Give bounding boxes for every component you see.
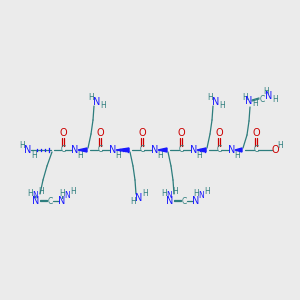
Text: O: O <box>96 128 104 138</box>
Text: H: H <box>157 152 163 160</box>
Text: H: H <box>70 188 76 196</box>
Polygon shape <box>197 148 206 152</box>
Text: N: N <box>32 196 40 206</box>
Text: H: H <box>31 152 37 160</box>
Text: H: H <box>272 94 278 103</box>
Text: H: H <box>77 152 83 160</box>
Text: N: N <box>192 196 200 206</box>
Text: N: N <box>24 145 32 155</box>
Text: N: N <box>166 190 172 200</box>
Text: N: N <box>265 91 273 101</box>
Text: H: H <box>19 142 25 151</box>
Text: H: H <box>242 94 248 103</box>
Text: H: H <box>142 190 148 199</box>
Text: H: H <box>196 152 202 160</box>
Text: N: N <box>71 145 79 155</box>
Text: H: H <box>207 94 213 103</box>
Text: H: H <box>161 188 167 197</box>
Text: O: O <box>59 128 67 138</box>
Text: H: H <box>130 197 136 206</box>
Text: H: H <box>219 101 225 110</box>
Text: H: H <box>100 101 106 110</box>
Text: N: N <box>109 145 117 155</box>
Text: H: H <box>263 88 269 97</box>
Text: N: N <box>64 190 70 200</box>
Text: H: H <box>204 188 210 196</box>
Polygon shape <box>235 148 242 152</box>
Text: N: N <box>58 196 66 206</box>
Text: H: H <box>172 188 178 196</box>
Text: N: N <box>135 193 143 203</box>
Text: N: N <box>151 145 159 155</box>
Text: N: N <box>93 97 101 107</box>
Text: N: N <box>198 190 204 200</box>
Text: H: H <box>59 188 65 197</box>
Polygon shape <box>158 148 167 152</box>
Text: C: C <box>216 146 222 154</box>
Text: H: H <box>88 94 94 103</box>
Text: O: O <box>177 128 185 138</box>
Text: C: C <box>140 146 145 154</box>
Polygon shape <box>78 148 87 152</box>
Text: O: O <box>138 128 146 138</box>
Text: H: H <box>27 188 33 197</box>
Text: O: O <box>271 145 279 155</box>
Text: H: H <box>193 188 199 197</box>
Text: N: N <box>166 196 174 206</box>
Text: C: C <box>60 146 66 154</box>
Text: H: H <box>277 140 283 149</box>
Text: N: N <box>32 190 38 200</box>
Text: N: N <box>228 145 236 155</box>
Text: C: C <box>254 146 259 154</box>
Text: H: H <box>115 152 121 160</box>
Text: C: C <box>98 146 103 154</box>
Text: H: H <box>234 152 240 160</box>
Text: H: H <box>252 98 258 107</box>
Text: C: C <box>47 196 52 206</box>
Text: C: C <box>178 146 184 154</box>
Text: O: O <box>252 128 260 138</box>
Text: C: C <box>260 94 265 103</box>
Text: H: H <box>38 188 44 196</box>
Text: N: N <box>245 96 253 106</box>
Text: N: N <box>212 97 220 107</box>
Text: O: O <box>215 128 223 138</box>
Polygon shape <box>116 148 129 152</box>
Text: C: C <box>182 196 187 206</box>
Text: N: N <box>190 145 198 155</box>
